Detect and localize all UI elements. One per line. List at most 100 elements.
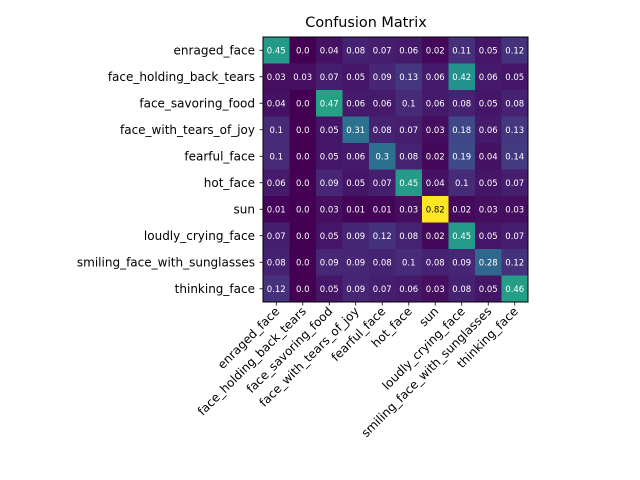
heatmap-cell (263, 143, 290, 170)
heatmap-cells (263, 37, 529, 303)
heatmap-cell (316, 116, 343, 144)
heatmap-cell (475, 275, 502, 303)
heatmap-cell-label: 0.42 (452, 73, 471, 83)
heatmap-cell-label: 0.05 (479, 99, 498, 109)
heatmap-cell (289, 275, 317, 303)
heatmap-cell (289, 222, 317, 250)
heatmap-cell-label: 0.09 (346, 285, 365, 295)
heatmap-cell-label: 0.02 (426, 232, 445, 242)
heatmap-cell (448, 222, 476, 250)
heatmap-cell (422, 196, 449, 223)
heatmap-cell-label: 0.05 (346, 179, 365, 189)
heatmap-cell-label: 0.04 (426, 179, 445, 189)
heatmap-cell (422, 143, 449, 170)
heatmap-cell-label: 0.03 (293, 73, 312, 83)
heatmap-cell (501, 37, 529, 64)
heatmap-cell (395, 143, 423, 170)
heatmap-cell (422, 249, 449, 276)
heatmap-cell-label: 0.1 (402, 99, 416, 109)
heatmap-cell (501, 196, 529, 223)
heatmap-cell-label: 0.03 (320, 205, 339, 215)
y-tick-label: enraged_face (174, 43, 255, 57)
heatmap-cell-label: 0.06 (399, 46, 418, 56)
heatmap-cell (395, 196, 423, 223)
chart-title: Confusion Matrix (305, 15, 427, 31)
heatmap-cell-label: 0.28 (479, 258, 498, 268)
heatmap-cell-label: 0.08 (505, 99, 524, 109)
heatmap-cell-label: 0.47 (320, 99, 339, 109)
heatmap-cell-label: 0.07 (267, 232, 286, 242)
heatmap-cell (475, 249, 502, 276)
heatmap-cell (475, 90, 502, 117)
heatmap-cell (369, 37, 396, 64)
heatmap-cell-label: 0.12 (505, 258, 524, 268)
heatmap-cell-label: 0.19 (452, 152, 471, 162)
heatmap-cell (501, 169, 529, 197)
heatmap-cell (395, 275, 423, 303)
heatmap-cell (369, 90, 396, 117)
heatmap-cell-label: 0.0 (296, 285, 310, 295)
heatmap-cell (501, 275, 529, 303)
heatmap-cell-label: 0.05 (320, 285, 339, 295)
heatmap-cell-label: 0.05 (320, 232, 339, 242)
heatmap-cell-label: 0.08 (267, 258, 286, 268)
heatmap-cell (342, 275, 370, 303)
heatmap-cell-label: 0.03 (479, 205, 498, 215)
heatmap-cell (263, 63, 290, 91)
heatmap-cell-label: 0.82 (426, 205, 445, 215)
heatmap-cell-label: 0.08 (373, 126, 392, 136)
heatmap-cell (369, 275, 396, 303)
heatmap-cell (316, 196, 343, 223)
heatmap-cell-label: 0.09 (452, 258, 471, 268)
heatmap-cell-label: 0.06 (426, 99, 445, 109)
heatmap-cell-label: 0.05 (479, 285, 498, 295)
heatmap-cell (342, 143, 370, 170)
heatmap-cell (422, 169, 449, 197)
heatmap-cell-label: 0.04 (479, 152, 498, 162)
heatmap-cell-label: 0.18 (452, 126, 471, 136)
heatmap-cell (448, 116, 476, 144)
heatmap-cell-label: 0.3 (375, 152, 389, 162)
heatmap-cell (263, 275, 290, 303)
heatmap-cell (422, 275, 449, 303)
heatmap-cell-label: 0.45 (267, 46, 286, 56)
heatmap-cell (289, 169, 317, 197)
heatmap-cell-labels: 0.45 0.0 0.04 0.08 0.07 0.06 0.02 0.11 0.05 0.12 0… (267, 46, 524, 295)
heatmap-cell-label: 0.08 (399, 152, 418, 162)
heatmap-cell-label: 0.07 (373, 179, 392, 189)
heatmap-cell-label: 0.04 (267, 99, 286, 109)
heatmap-cell (263, 116, 290, 144)
heatmap-cell (501, 90, 529, 117)
heatmap-cell (342, 37, 370, 64)
heatmap-cell-label: 0.07 (505, 179, 524, 189)
heatmap-cell (289, 63, 317, 91)
heatmap-cell (422, 63, 449, 91)
heatmap-cell-label: 0.09 (320, 258, 339, 268)
heatmap-cell (448, 169, 476, 197)
heatmap-cell (475, 222, 502, 250)
heatmap-cell-label: 0.06 (346, 99, 365, 109)
heatmap-cell (369, 143, 396, 170)
heatmap-cell (501, 63, 529, 91)
heatmap-cell (501, 249, 529, 276)
heatmap-cell (395, 90, 423, 117)
heatmap-cell-label: 0.01 (346, 205, 365, 215)
heatmap-cell-label: 0.0 (296, 258, 310, 268)
heatmap-cell (289, 90, 317, 117)
heatmap-cell-label: 0.12 (267, 285, 286, 295)
heatmap-cell-label: 0.06 (479, 73, 498, 83)
heatmap-cell-label: 0.0 (296, 126, 310, 136)
heatmap-cell-label: 0.05 (320, 152, 339, 162)
heatmap-cell-label: 0.08 (346, 46, 365, 56)
heatmap-cell (342, 169, 370, 197)
heatmap-cell (448, 196, 476, 223)
heatmap-cell-label: 0.0 (296, 205, 310, 215)
heatmap-cell-label: 0.07 (505, 232, 524, 242)
heatmap-cell (316, 222, 343, 250)
heatmap-cell-label: 0.09 (373, 73, 392, 83)
heatmap-cell (475, 169, 502, 197)
heatmap-cell (369, 63, 396, 91)
heatmap-cell (342, 196, 370, 223)
heatmap-cell (395, 37, 423, 64)
